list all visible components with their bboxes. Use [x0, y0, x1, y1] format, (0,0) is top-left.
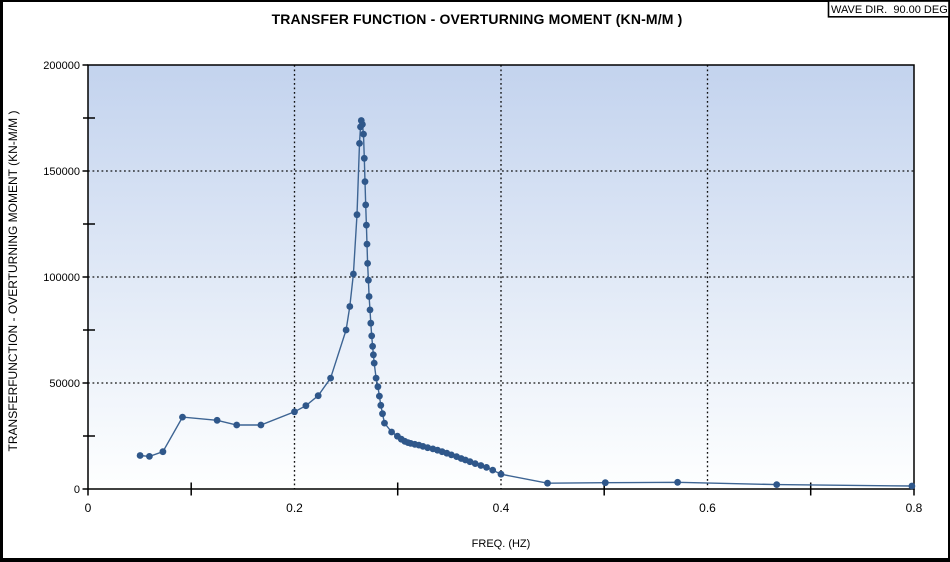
svg-text:150000: 150000	[43, 166, 80, 178]
svg-text:TRANSFER FUNCTION - OVERTURNIN: TRANSFER FUNCTION - OVERTURNING MOMENT (…	[272, 11, 683, 27]
svg-text:FREQ. (HZ): FREQ. (HZ)	[472, 538, 531, 550]
svg-text:0: 0	[74, 484, 80, 496]
svg-text:200000: 200000	[43, 60, 80, 72]
svg-text:0.8: 0.8	[906, 501, 923, 515]
svg-text:WAVE DIR. 90.00 DEG: WAVE DIR. 90.00 DEG	[831, 4, 948, 16]
svg-text:100000: 100000	[43, 272, 80, 284]
svg-text:50000: 50000	[49, 378, 80, 390]
svg-text:0.2: 0.2	[286, 501, 303, 515]
svg-text:0.4: 0.4	[493, 501, 510, 515]
svg-text:0.6: 0.6	[699, 501, 716, 515]
svg-text:TRANSFERFUNCTION - OVERTURNING: TRANSFERFUNCTION - OVERTURNING MOMENT (K…	[6, 111, 20, 452]
svg-text:0: 0	[85, 501, 92, 515]
